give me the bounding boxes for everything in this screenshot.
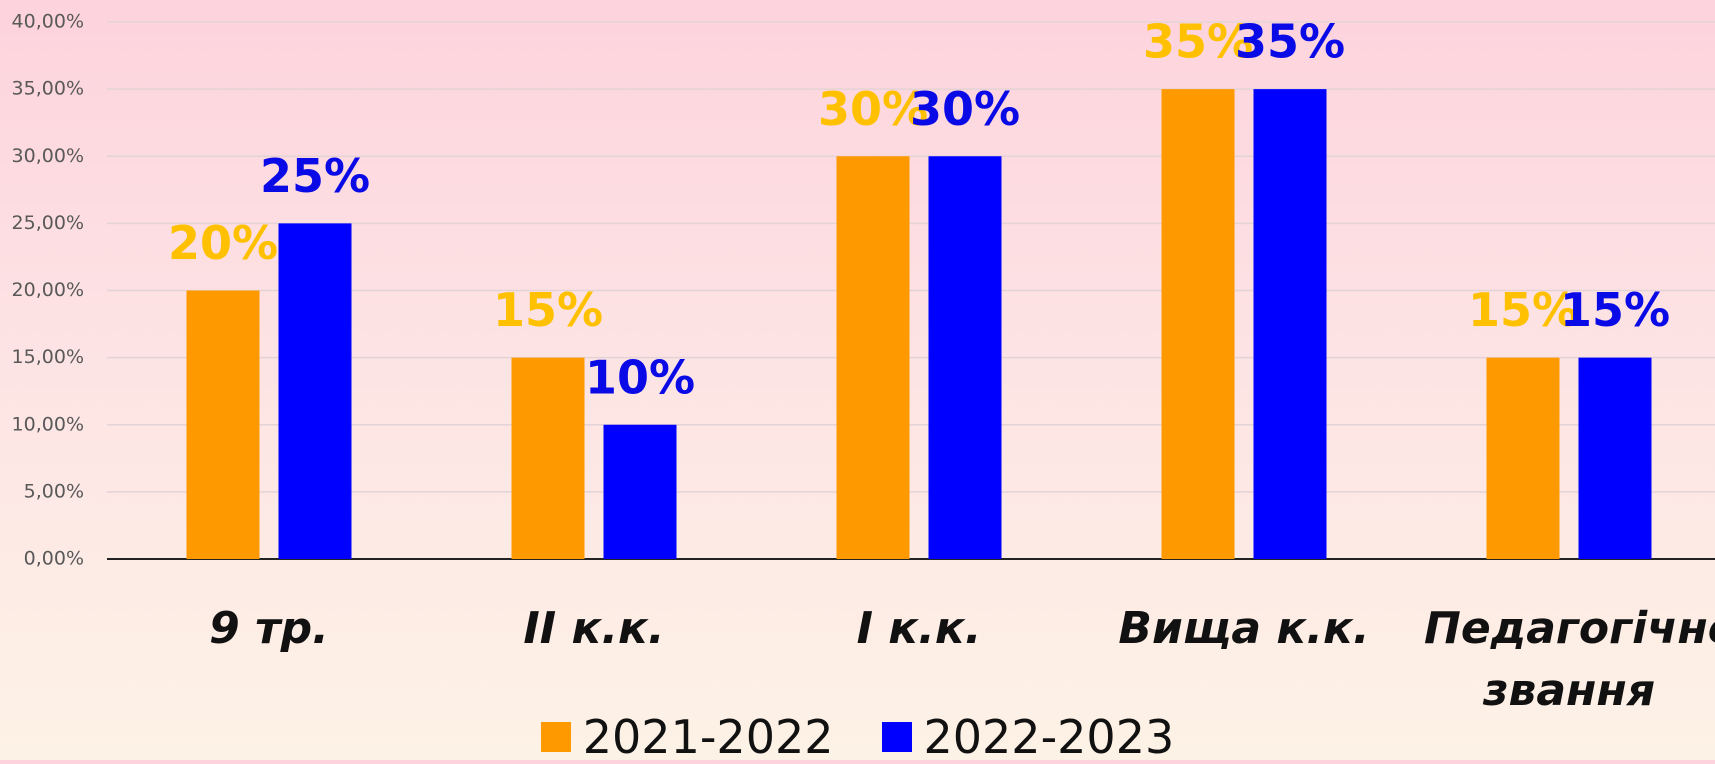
legend-label: 2022-2023	[923, 710, 1175, 764]
data-label: 15%	[1560, 283, 1670, 337]
bar	[928, 156, 1002, 559]
bar	[278, 223, 352, 559]
data-label: 20%	[168, 216, 278, 270]
bar	[603, 424, 677, 559]
bar	[186, 290, 260, 559]
x-tick-label: Вища к.к.	[1118, 603, 1370, 654]
legend-item: 2022-2023	[881, 710, 1175, 764]
legend-label: 2021-2022	[582, 710, 834, 764]
y-tick-label: 25,00%	[12, 212, 84, 234]
bar	[1486, 357, 1560, 559]
bar	[836, 156, 910, 559]
x-tick-label: II к.к.	[523, 603, 665, 654]
legend-item: 2021-2022	[540, 710, 834, 764]
y-tick-label: 20,00%	[12, 279, 84, 301]
y-tick-label: 35,00%	[12, 78, 84, 100]
y-tick-label: 15,00%	[12, 346, 84, 368]
y-tick-label: 30,00%	[12, 145, 84, 167]
x-tick-label: I к.к.	[856, 603, 982, 654]
legend-swatch	[881, 722, 912, 752]
data-label: 10%	[585, 350, 695, 404]
data-label: 35%	[1143, 15, 1253, 69]
data-label: 30%	[910, 82, 1020, 136]
bar	[1578, 357, 1652, 559]
x-tick-label: Педагогічне звання	[1424, 603, 1715, 716]
chart: 0,00% 5,00% 10,00% 15,00% 20,00% 25,00% 30,00%…	[12, 11, 1715, 570]
bar	[511, 357, 585, 559]
data-label: 15%	[1468, 283, 1578, 337]
y-tick-label: 40,00%	[12, 11, 84, 33]
data-label: 25%	[260, 149, 370, 203]
legend-swatch	[540, 722, 571, 752]
data-label: 35%	[1235, 15, 1345, 69]
legend: 2021-2022 2022-2023	[0, 710, 1715, 764]
bar	[1161, 89, 1235, 559]
x-tick-label: 9 тр.	[209, 603, 329, 654]
y-tick-label: 10,00%	[12, 413, 84, 435]
data-label: 15%	[493, 283, 603, 337]
bar	[1253, 89, 1327, 559]
y-tick-label: 0,00%	[24, 548, 84, 570]
data-label: 30%	[818, 82, 928, 136]
y-tick-label: 5,00%	[24, 480, 84, 502]
